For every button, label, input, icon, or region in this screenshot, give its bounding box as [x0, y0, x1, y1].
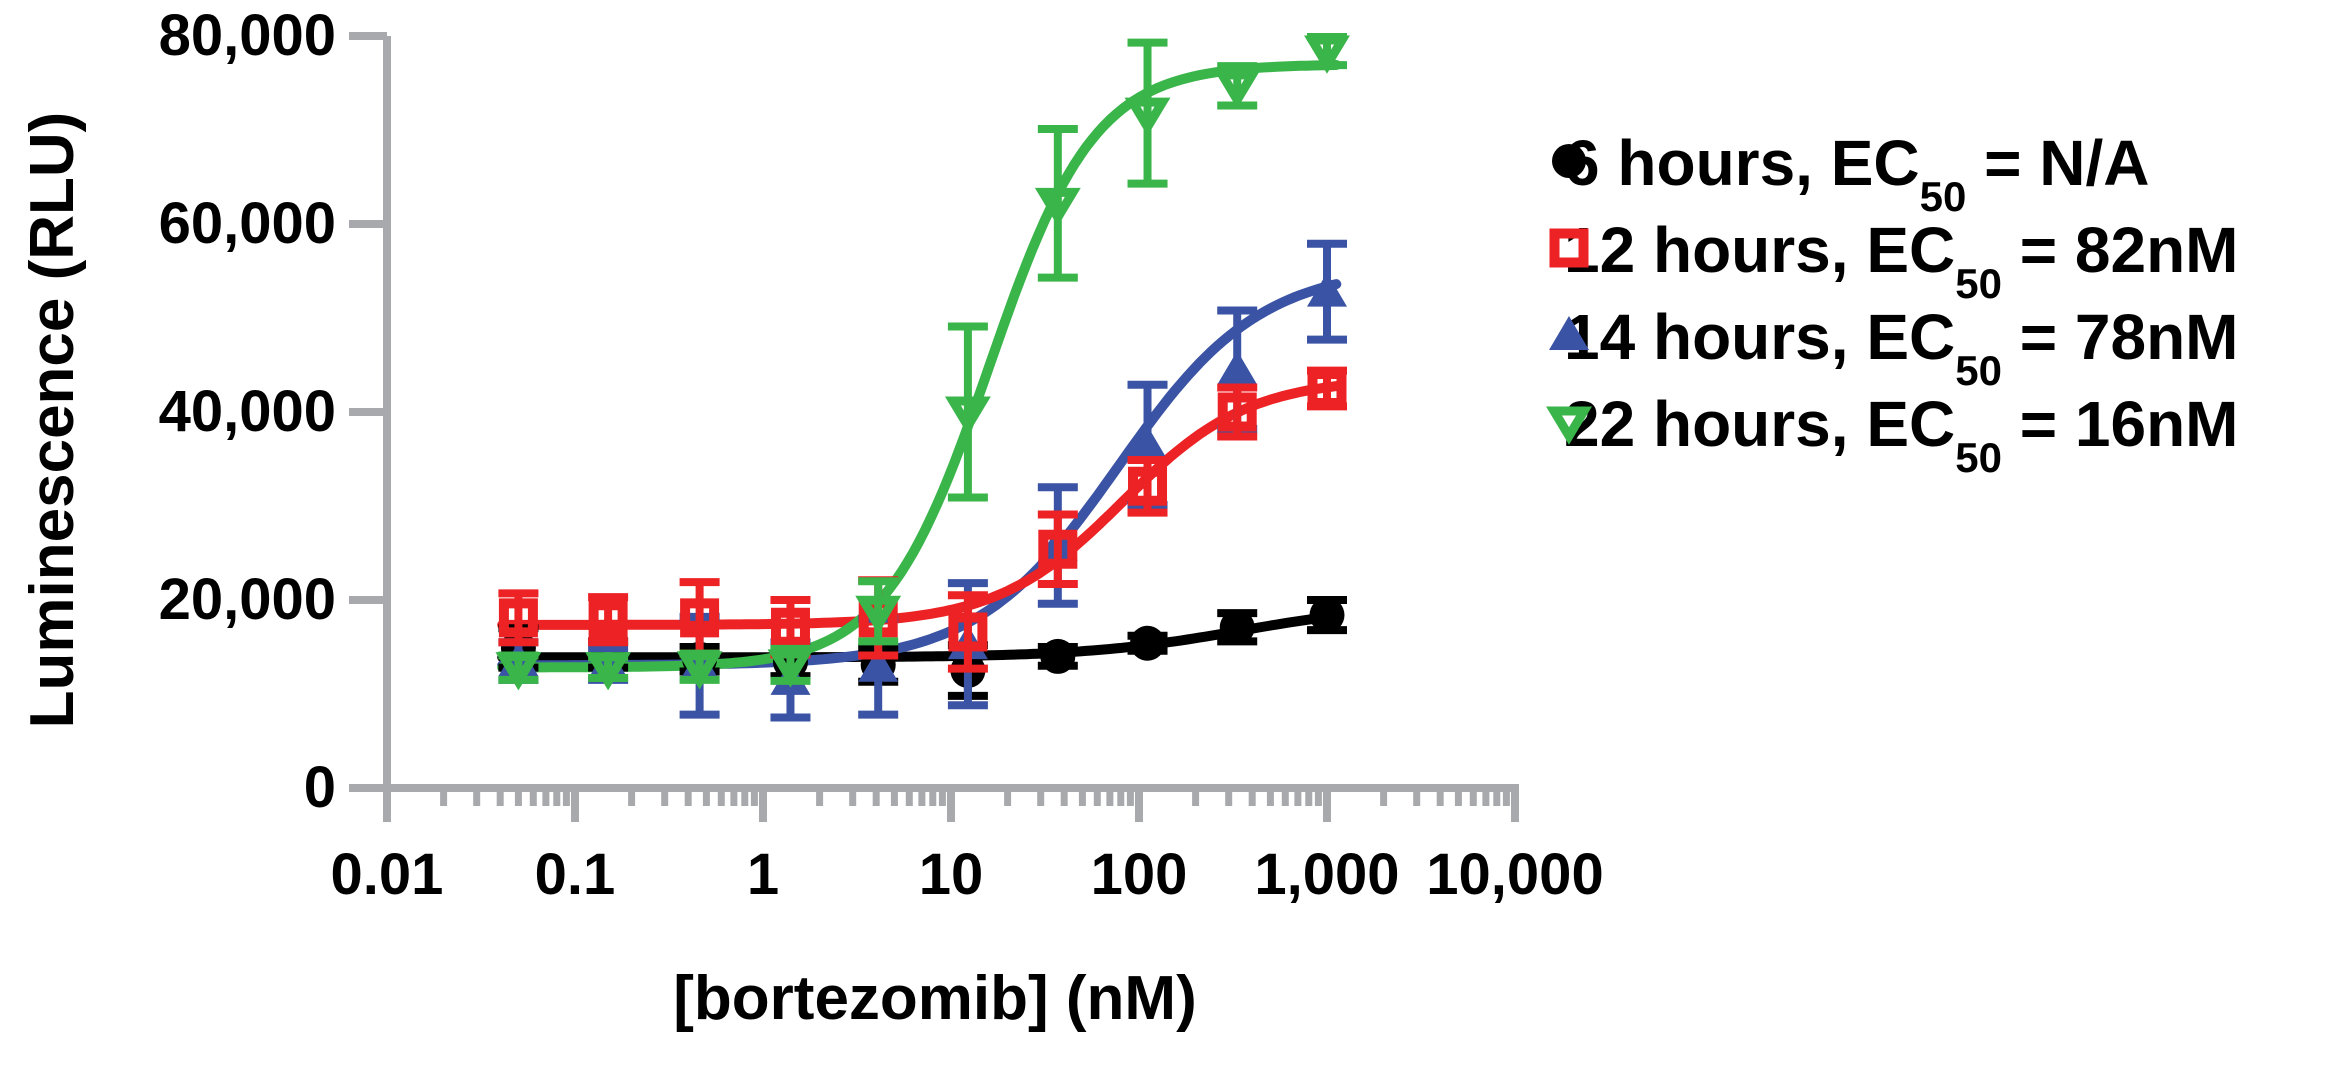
data-point-12-hours	[588, 600, 628, 640]
triangle-up-filled-legend-icon	[1549, 316, 1589, 350]
ec50-subscript: 50	[1955, 260, 2002, 307]
data-point-22-hours	[944, 396, 991, 435]
data-point-22-hours	[1214, 70, 1261, 109]
circle-filled-glyph	[1552, 144, 1586, 178]
ec50-subscript: 50	[1919, 173, 1967, 220]
data-point-14-hours	[1217, 350, 1258, 385]
legend-row-14-hours: 14 hours, EC50 = 78nM	[1538, 301, 2239, 394]
data-point-22-hours	[855, 595, 902, 635]
y-tick-label: 0	[303, 755, 336, 820]
data-point-6-hours	[1130, 625, 1166, 661]
square-open-glyph	[1549, 228, 1589, 268]
data-point-22-hours	[1124, 97, 1171, 136]
data-point-14-hours	[1307, 272, 1347, 307]
legend-row-6-hours: 6 hours, EC50 = N/A	[1538, 127, 2150, 220]
x-tick-label: 0.01	[330, 842, 444, 907]
legend-label: 22 hours, EC50 = 16nM	[1564, 388, 2239, 481]
triangle-down-open-glyph	[1546, 406, 1592, 445]
data-point-12-hours	[1128, 466, 1168, 506]
data-point-22-hours	[1304, 35, 1350, 74]
x-tick-label: 1	[746, 842, 780, 907]
data-point-12-hours	[1217, 392, 1257, 432]
legend-row-22-hours: 22 hours, EC50 = 16nM	[1538, 388, 2239, 481]
y-tick-label: 60,000	[158, 191, 336, 256]
data-point-22-hours	[495, 652, 542, 691]
data-point-12-hours	[770, 607, 810, 647]
fit-curve-6-hours	[497, 611, 1342, 663]
legend-label: 6 hours, EC50 = N/A	[1564, 127, 2150, 220]
y-tick-label: 40,000	[158, 379, 336, 444]
triangle-down-open-legend-icon	[1546, 406, 1592, 445]
x-tick-label: 0.1	[534, 842, 616, 907]
data-point-6-hours	[1040, 638, 1076, 674]
circle-filled-legend-icon	[1552, 144, 1586, 178]
x-tick-label: 1,000	[1254, 842, 1400, 907]
x-tick-label: 100	[1090, 842, 1188, 907]
data-point-22-hours	[676, 651, 723, 690]
x-axis-title: [bortezomib] (nM)	[673, 963, 1197, 1033]
data-point-14-hours	[858, 647, 899, 682]
x-tick-label: 10,000	[1426, 842, 1604, 907]
data-point-6-hours	[1309, 597, 1345, 633]
fit-curve-22-hours	[497, 60, 1342, 673]
data-point-12-hours	[498, 598, 538, 638]
data-point-12-hours	[948, 612, 988, 652]
ec50-subscript: 50	[1955, 347, 2002, 394]
data-point-22-hours	[1034, 187, 1081, 227]
legend-label: 14 hours, EC50 = 78nM	[1564, 301, 2239, 394]
data-point-22-hours	[585, 652, 632, 691]
data-point-12-hours	[680, 598, 720, 638]
legend-label: 12 hours, EC50 = 82nM	[1564, 214, 2239, 307]
triangle-up-filled-glyph	[1549, 316, 1589, 350]
x-tick-label: 10	[918, 842, 984, 907]
ec50-subscript: 50	[1955, 434, 2002, 481]
square-open-legend-icon	[1549, 228, 1589, 268]
data-point-12-hours	[1038, 529, 1078, 569]
legend-row-12-hours: 12 hours, EC50 = 82nM	[1538, 214, 2239, 307]
y-tick-label: 20,000	[158, 567, 336, 632]
fit-curve-12-hours	[497, 381, 1342, 630]
data-point-6-hours	[1219, 609, 1255, 645]
data-point-22-hours	[767, 649, 814, 688]
data-point-14-hours	[1127, 425, 1168, 460]
y-tick-label: 80,000	[158, 3, 336, 68]
data-point-12-hours	[1307, 369, 1347, 408]
